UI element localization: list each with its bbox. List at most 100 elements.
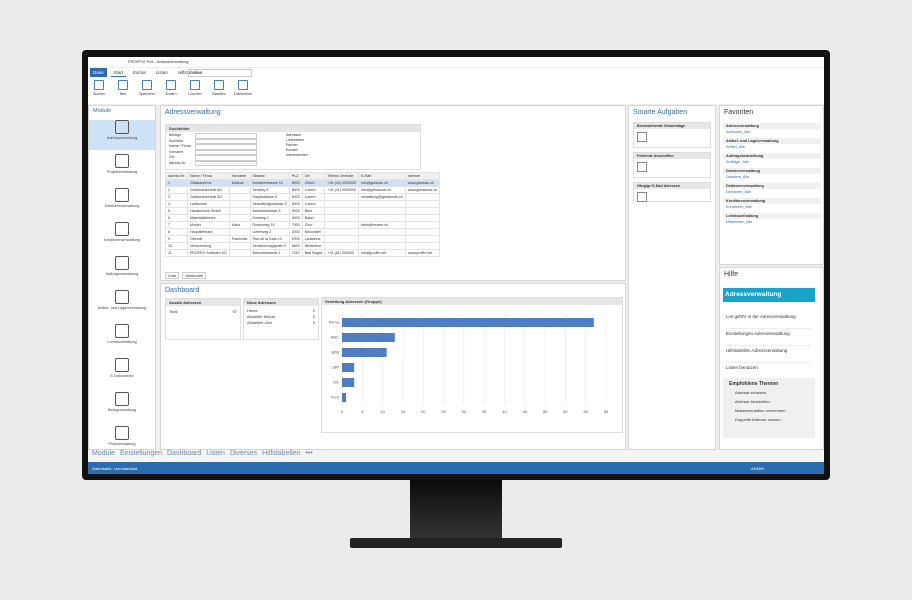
favorite-link[interactable]: Adressen_Alle [726, 130, 751, 134]
module-item[interactable]: Artikel- und Lagerverwaltung [89, 290, 155, 320]
address-row[interactable]: 9 Oberrat Francoise Rue de la Gare 12 1003 La… [165, 235, 441, 243]
field-input[interactable] [195, 160, 257, 166]
ribbon-button[interactable]: Dokumente [234, 78, 252, 104]
cell: Versicherungsplatz 9 [249, 242, 290, 250]
column-header[interactable]: E-Mail [357, 172, 406, 180]
address-row[interactable]: 6 Materiallieferant Dorfweg 1 4000 Basel [165, 214, 441, 222]
ribbon-tab[interactable]: Start [110, 68, 127, 77]
address-row[interactable]: 2 Gebäudetechnik AG Seeweg 4 6003 Luzern +41 … [165, 186, 441, 194]
task-card[interactable]: Fehlende Anschriften [633, 152, 711, 178]
topic-link[interactable]: Adresse erfassen [735, 390, 767, 395]
module-item[interactable]: Kreditorenverwaltung [89, 222, 155, 252]
task-card[interactable]: Hängige E-Mail Adressen [633, 182, 711, 202]
column-header[interactable]: Internet [404, 172, 441, 180]
favorite-link[interactable]: Kreditoren_Alle [726, 205, 752, 209]
favorite-link[interactable]: Dossiers_Alle [726, 175, 750, 179]
ribbon-button[interactable]: Speichern [138, 78, 156, 104]
nav-item[interactable]: ••• [305, 450, 313, 457]
ribbon-tab[interactable]: Datei [90, 68, 107, 77]
favorite-link[interactable]: Aufträge_Alle [726, 160, 749, 164]
module-item[interactable]: Projektverwaltung [89, 154, 155, 184]
nav-item[interactable]: Listen [206, 450, 225, 457]
module-item[interactable]: Lohnbuchhaltung [89, 324, 155, 354]
bar[interactable] [342, 378, 355, 387]
ribbon-button[interactable]: Suchen [90, 78, 108, 104]
topics-title: Empfohlene Themen [729, 381, 779, 387]
column-header[interactable]: Adress-Nr. [165, 172, 188, 180]
module-item[interactable]: Auftragsverwaltung [89, 256, 155, 286]
address-row[interactable]: 3 Gebäudetechnik AG Hauptstrasse 8 6003 Luze… [165, 193, 441, 201]
ribbon-tab[interactable]: Hilfstabellen [177, 70, 203, 75]
address-row[interactable]: 4 Laufkunde Verwaltungsstrasse 2 6003 Luzern [165, 200, 441, 208]
group-option[interactable]: Kunden [286, 148, 299, 152]
favorite-link[interactable]: Artikel_Alle [726, 145, 745, 149]
help-link[interactable]: Einstellungen Adressverwaltung [726, 329, 812, 346]
field-input[interactable] [195, 138, 257, 144]
bar[interactable] [342, 333, 395, 342]
address-row[interactable]: 1 Glasbaufirma Markus Industriestrasse 12 80… [165, 179, 441, 187]
cell: Muster [186, 221, 230, 229]
bar[interactable] [342, 363, 355, 372]
search-title: Suchfelder [166, 125, 420, 132]
task-title: Fehlende Anschriften [634, 153, 710, 159]
field-input[interactable] [195, 149, 257, 155]
ribbon-label: Speichern [139, 92, 155, 96]
list-tab[interactable]: Liste [165, 272, 180, 279]
ribbon-button[interactable]: Löschen [186, 78, 204, 104]
column-header[interactable]: Ort [301, 172, 326, 180]
task-title: Bevorstehende Geburtstage [634, 123, 710, 129]
address-row[interactable]: 8 Hauptlieferant Lieferweg 3 2000 Neuchâtel [165, 228, 441, 236]
topic-link[interactable]: Adresse bearbeiten [735, 399, 770, 404]
ribbon-tab[interactable]: Extras [133, 70, 146, 75]
column-header[interactable]: Strasse [249, 172, 290, 180]
topic-link[interactable]: Doppelte Adresse suchen [735, 417, 781, 422]
nav-item[interactable]: Einstellungen [119, 450, 162, 457]
favorite-link[interactable]: Mitarbeiter_Alle [726, 220, 753, 224]
field-input[interactable] [195, 155, 257, 161]
bar[interactable] [342, 393, 347, 402]
help-link[interactable]: Hilfstabellen Adressverwaltung [726, 346, 812, 363]
module-item[interactable]: Adressverwaltung [89, 120, 155, 150]
module-item[interactable]: E-Dokumente [89, 358, 155, 388]
nav-item[interactable]: Module [92, 450, 115, 457]
bar[interactable] [342, 348, 387, 357]
screen: PROFFIX Px5 - Adressverwaltung Datei Star… [88, 57, 824, 474]
group-option[interactable]: Partner [286, 143, 298, 147]
column-header[interactable]: Vorname [228, 172, 251, 180]
title-bar: PROFFIX Px5 - Adressverwaltung [88, 57, 824, 68]
bar[interactable] [342, 318, 594, 327]
help-link[interactable]: Los geht's in der Adressverwaltung [726, 312, 812, 329]
x-tick-label: 25 [441, 409, 446, 414]
address-row[interactable]: 5 Haustechnik GmbH Bahnhofstrasse 5 3000 Ber… [165, 207, 441, 215]
ribbon-button[interactable]: Neu [114, 78, 132, 104]
group-option[interactable]: Interessenten [286, 153, 308, 157]
module-item[interactable]: Belegverwaltung [89, 392, 155, 422]
x-tick-label: 10 [380, 409, 385, 414]
field-input[interactable] [195, 133, 257, 139]
nav-item[interactable]: Diverses [229, 450, 258, 457]
cell: Karin [228, 221, 251, 229]
task-card[interactable]: Bevorstehende Geburtstage [633, 122, 711, 148]
ribbon-button[interactable]: Etiketten [210, 78, 228, 104]
favorite-group: Dossierverwaltung [723, 168, 821, 174]
column-header[interactable]: PLZ [288, 172, 303, 180]
address-row[interactable]: 10 Versicherung Versicherungsplatz 9 8400 Wi… [165, 242, 441, 250]
cell: 4000 [288, 214, 303, 222]
field-input[interactable] [195, 144, 257, 150]
ribbon-tab[interactable]: Listen [155, 70, 168, 75]
group-option[interactable]: Adressen [286, 133, 302, 137]
column-header[interactable]: Telefon Zentrale [324, 172, 359, 180]
module-item[interactable]: Debitorenverwaltung [89, 188, 155, 218]
favorite-link[interactable]: Debitoren_Alle [726, 190, 751, 194]
search-box[interactable]: Suche [188, 69, 252, 77]
module-item[interactable]: Preisverwaltung [89, 426, 155, 456]
list-tab[interactable]: Merkmale [182, 272, 207, 279]
address-row[interactable]: 7 Muster Karin Rosenweg 15 7000 Chur karin@mus… [165, 221, 441, 229]
nav-item[interactable]: Dashboard [167, 450, 202, 457]
nav-item[interactable]: Hilfstabellen [262, 450, 301, 457]
column-header[interactable]: Name / Firma [186, 172, 230, 180]
topic-link[interactable]: Massenmutation vornehmen [735, 408, 786, 413]
address-row[interactable]: 11 PROFFIX Software AG Bahnhofstrasse 1 731… [165, 249, 441, 257]
group-option[interactable]: Lieferanten [286, 138, 304, 142]
ribbon-button[interactable]: Ändern [162, 78, 180, 104]
